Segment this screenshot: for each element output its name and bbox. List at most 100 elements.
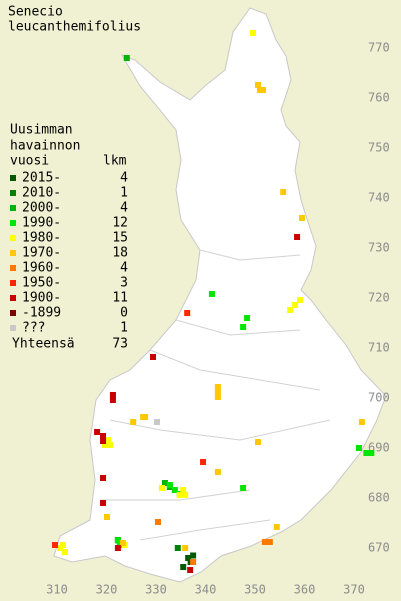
legend-count: 4 [120, 261, 128, 276]
observation-square [100, 475, 107, 481]
observation-square [142, 414, 149, 420]
observation-square [358, 419, 365, 425]
legend-count: 15 [112, 231, 128, 246]
observation-square [294, 234, 301, 240]
observation-square [154, 519, 161, 525]
legend-count: 4 [120, 171, 128, 186]
legend-swatch [10, 295, 16, 301]
legend-swatch [10, 205, 16, 211]
legend-count: 3 [120, 276, 128, 291]
legend-swatch [10, 265, 16, 271]
observation-square [214, 389, 221, 395]
observation-square [153, 419, 160, 425]
legend-header: lkm [103, 154, 127, 169]
legend-swatch [10, 250, 16, 256]
observation-square [100, 433, 107, 439]
observation-square [184, 310, 191, 316]
y-tick-label: 770 [368, 41, 390, 55]
observation-square [355, 445, 362, 451]
total-value: 73 [112, 337, 128, 352]
observation-square [363, 450, 370, 456]
observation-square [292, 302, 299, 308]
observation-square [94, 429, 101, 435]
observation-square [254, 82, 261, 88]
observation-square [100, 500, 107, 506]
observation-square [52, 542, 59, 548]
legend-swatch [10, 280, 16, 286]
legend-count: 11 [112, 291, 128, 306]
observation-square [61, 549, 68, 555]
x-tick-label: 340 [195, 583, 217, 597]
legend-count: 12 [112, 216, 128, 231]
legend-swatch [10, 220, 16, 226]
legend-swatch [10, 325, 16, 331]
y-tick-label: 730 [368, 241, 390, 255]
observation-square [109, 397, 116, 403]
observation-square [182, 492, 189, 498]
observation-square [182, 545, 189, 551]
y-tick-label: 760 [368, 91, 390, 105]
y-tick-label: 740 [368, 191, 390, 205]
observation-square [266, 539, 273, 545]
observation-square [171, 487, 178, 493]
observation-square [100, 438, 107, 444]
observation-square [102, 442, 109, 448]
x-tick-label: 370 [343, 583, 365, 597]
legend-swatch [10, 310, 16, 316]
x-tick-label: 330 [145, 583, 167, 597]
observation-square [244, 315, 251, 321]
legend-label: 1900- [22, 291, 61, 306]
observation-square [273, 524, 280, 530]
observation-square [59, 542, 66, 548]
observation-square [214, 384, 221, 390]
observation-square [104, 437, 111, 443]
legend-count: 0 [120, 306, 128, 321]
observation-square [187, 567, 194, 573]
observation-square [166, 482, 173, 488]
legend-label: 1980- [22, 231, 61, 246]
observation-square [119, 540, 126, 546]
observation-square [161, 480, 168, 486]
observation-square [114, 537, 121, 544]
x-tick-label: 320 [96, 583, 118, 597]
legend-header: vuosi [10, 154, 49, 169]
observation-square [185, 555, 192, 561]
legend-count: 1 [120, 186, 128, 201]
legend-label: 2010- [22, 186, 61, 201]
y-tick-label: 750 [368, 141, 390, 155]
observation-square [123, 55, 130, 61]
y-tick-label: 680 [368, 491, 390, 505]
x-tick-label: 350 [244, 583, 266, 597]
observation-square [214, 394, 221, 400]
observation-square [176, 492, 183, 498]
legend-swatch [10, 190, 16, 196]
observation-square [180, 564, 187, 570]
legend-label: 1970- [22, 246, 61, 261]
observation-square [280, 189, 287, 195]
legend-count: 4 [120, 201, 128, 216]
observation-square [261, 539, 268, 545]
finland-outline [53, 7, 387, 583]
legend-label: 2015- [22, 171, 61, 186]
y-tick-label: 670 [368, 541, 390, 555]
observation-square [240, 324, 247, 330]
legend-label: ??? [22, 321, 45, 336]
observation-square [368, 450, 375, 456]
legend-header: Uusimman [10, 123, 73, 138]
x-tick-label: 310 [46, 583, 68, 597]
observation-square [256, 87, 263, 93]
observation-square [174, 545, 181, 551]
observation-square [190, 559, 197, 565]
observation-square [200, 459, 207, 465]
observation-square [214, 469, 221, 475]
observation-square [158, 485, 165, 491]
y-tick-label: 710 [368, 341, 390, 355]
observation-square [250, 30, 257, 36]
observation-square [297, 297, 304, 303]
legend-swatch [10, 175, 16, 181]
y-tick-label: 700 [368, 391, 390, 405]
legend-label: 1990- [22, 216, 61, 231]
observation-square [208, 291, 215, 297]
observation-square [190, 552, 197, 559]
x-tick-label: 360 [294, 583, 316, 597]
